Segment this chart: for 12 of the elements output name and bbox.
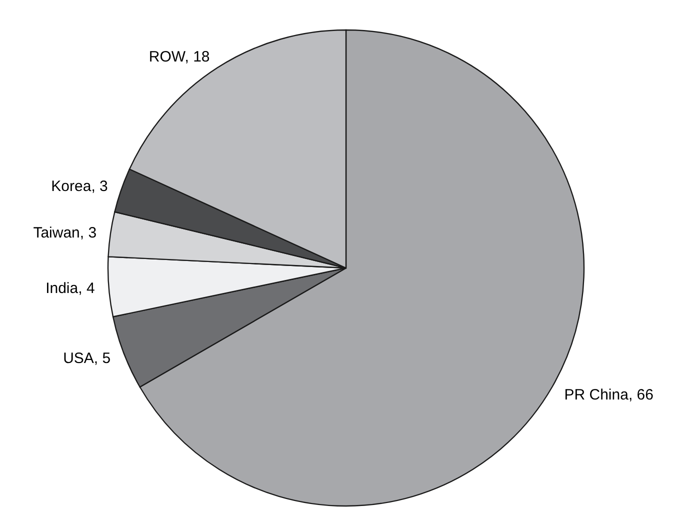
slice-label: Korea (51, 178, 92, 195)
slice-label: ROW (148, 48, 186, 66)
data-label: , 18 (184, 48, 210, 66)
slice-label: PR China (564, 386, 630, 404)
slice-label: Taiwan (33, 224, 80, 242)
data-label: , 5 (94, 350, 111, 368)
data-label: , 4 (78, 280, 95, 298)
data-label: , 66 (628, 386, 654, 404)
slice-label: USA (63, 350, 94, 368)
data-label: , 3 (91, 178, 108, 195)
slice-label: India (46, 280, 79, 298)
data-label: , 3 (80, 224, 97, 242)
